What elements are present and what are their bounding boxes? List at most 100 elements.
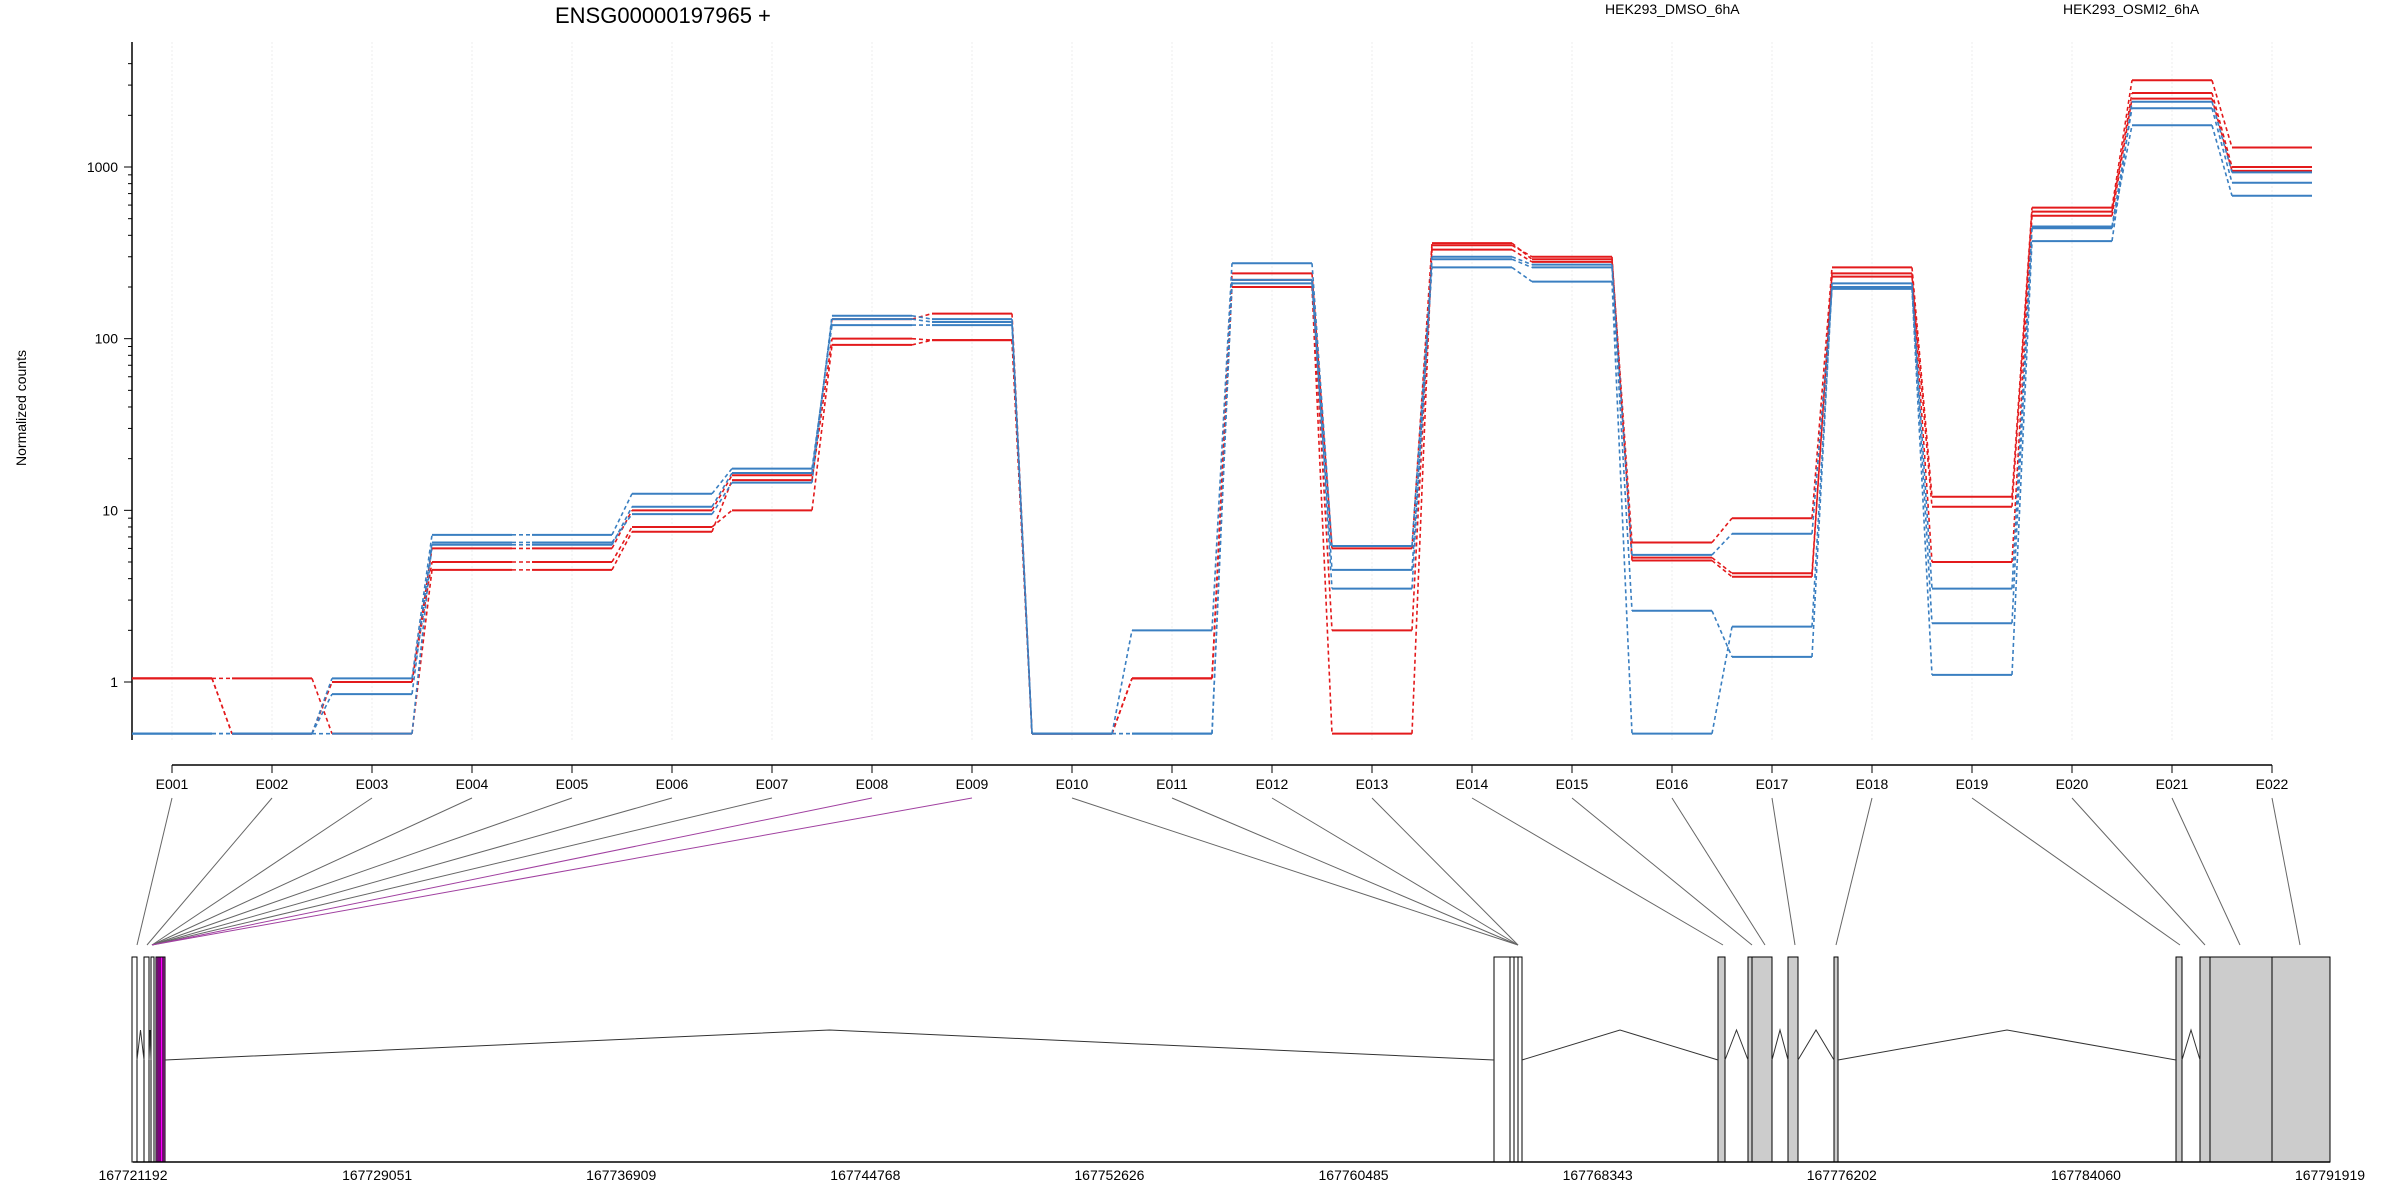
series-connector	[1411, 267, 1433, 570]
exon-connector-line	[1971, 797, 2181, 946]
series-connector	[1511, 256, 1533, 266]
intron-line	[164, 1029, 1495, 1061]
exon-label-e021: E021	[2156, 776, 2189, 792]
series-connector	[611, 493, 633, 536]
series-connector	[711, 479, 733, 533]
y-axis: 1 10 100 1000	[87, 42, 133, 740]
series-connector	[1911, 276, 1933, 507]
x-axis: E001 E002 E003 E004 E005 E006 E007 E008 E009 E010…	[156, 764, 2289, 792]
series-connector	[1811, 288, 1833, 534]
series-connector	[1011, 319, 1033, 734]
series-connector	[2211, 98, 2233, 172]
series-connector	[1611, 281, 1633, 734]
series-connector	[811, 338, 833, 481]
intron-line	[1797, 1029, 1835, 1061]
exon-connector-line	[1771, 797, 1796, 946]
series-connector	[1911, 286, 1933, 624]
exon-label-e011: E011	[1156, 776, 1188, 792]
series-connector	[311, 678, 333, 734]
genomic-tick-label: 167760485	[1319, 1167, 1389, 1183]
series-connector	[1311, 279, 1333, 589]
genomic-tick-label: 167791919	[2295, 1167, 2365, 1183]
series-connector	[811, 315, 833, 483]
exon-connector-line	[136, 797, 173, 946]
series-connector	[911, 318, 933, 323]
legend-dmso: HEK293_DMSO_6hA	[1605, 1, 1740, 17]
intron-line	[1771, 1028, 1789, 1061]
exon-label-e004: E004	[456, 776, 489, 792]
exon-label-e007: E007	[756, 776, 789, 792]
series-connector	[2211, 108, 2233, 183]
series-connector	[1611, 267, 1633, 611]
series-connector	[1411, 245, 1433, 734]
exon-label-e022: E022	[2256, 776, 2289, 792]
series-connector	[1311, 263, 1333, 547]
exon-connector-line	[1171, 797, 1519, 946]
exon-label-e018: E018	[1856, 776, 1889, 792]
series-connector	[1011, 321, 1033, 734]
series-connector	[311, 693, 333, 735]
exon-label-e003: E003	[356, 776, 389, 792]
exon-box	[1787, 956, 1799, 1163]
exon-connector-line	[1271, 797, 1519, 946]
series-lines	[132, 79, 2312, 735]
exon-label-e013: E013	[1356, 776, 1389, 792]
series-connector	[2211, 92, 2233, 168]
series-connector	[2111, 80, 2133, 208]
exon-label-e016: E016	[1656, 776, 1689, 792]
exon-connector-line	[2271, 797, 2301, 946]
exon-connector-line	[151, 797, 673, 946]
series-connector	[1911, 273, 1933, 563]
exon-connector-line	[1835, 797, 1873, 946]
series-connector	[1711, 559, 1733, 578]
series-connector	[2011, 207, 2033, 497]
series-connector	[611, 531, 633, 571]
exon-label-e001: E001	[156, 776, 189, 792]
exon-box	[2175, 956, 2183, 1163]
genomic-tick-label: 167729051	[342, 1167, 412, 1183]
series-connector	[811, 319, 833, 474]
series-connector	[411, 542, 433, 695]
exon-connector-line	[151, 797, 873, 946]
y-tick-label: 1000	[87, 159, 118, 175]
series-connector	[911, 337, 933, 341]
intron-line	[2181, 1028, 2201, 1061]
exon-connector-line	[2171, 797, 2241, 946]
series-connector	[1711, 557, 1733, 574]
series-connector	[1511, 242, 1533, 260]
series-connector	[911, 312, 933, 320]
series-connector	[411, 544, 433, 734]
y-tick-label: 10	[102, 502, 118, 518]
intron-line	[1521, 1029, 1719, 1061]
series-connector	[1811, 276, 1833, 574]
exon-connector-line	[151, 797, 373, 946]
series-connector	[1211, 286, 1233, 679]
series-connector	[2111, 92, 2133, 212]
intron-line	[1837, 1029, 2177, 1061]
genomic-tick-label: 167721192	[98, 1167, 167, 1183]
series-connector	[2211, 80, 2233, 148]
series-connector	[1911, 283, 1933, 589]
intron-line	[136, 1029, 145, 1061]
genomic-tick-label: 167768343	[1563, 1167, 1633, 1183]
series-connector	[1711, 626, 1733, 734]
series-connector	[711, 482, 733, 515]
exon-box	[2271, 956, 2331, 1163]
exon-label-e010: E010	[1056, 776, 1089, 792]
exon-box	[1751, 956, 1773, 1163]
exon-box	[1747, 956, 1753, 1163]
exon-connector-line	[151, 797, 573, 946]
series-connector	[2011, 226, 2033, 589]
exon-connector-line	[2071, 797, 2206, 946]
exon-label-e006: E006	[656, 776, 689, 792]
series-connector	[1211, 263, 1233, 631]
series-connector	[911, 314, 933, 320]
gene-model	[131, 956, 2331, 1163]
series-connector	[611, 513, 633, 543]
grid-lines	[171, 42, 2273, 740]
exon-box	[162, 956, 166, 1163]
series-connector	[1411, 243, 1433, 549]
exon-box	[2199, 956, 2211, 1163]
exon-label-e012: E012	[1256, 776, 1289, 792]
